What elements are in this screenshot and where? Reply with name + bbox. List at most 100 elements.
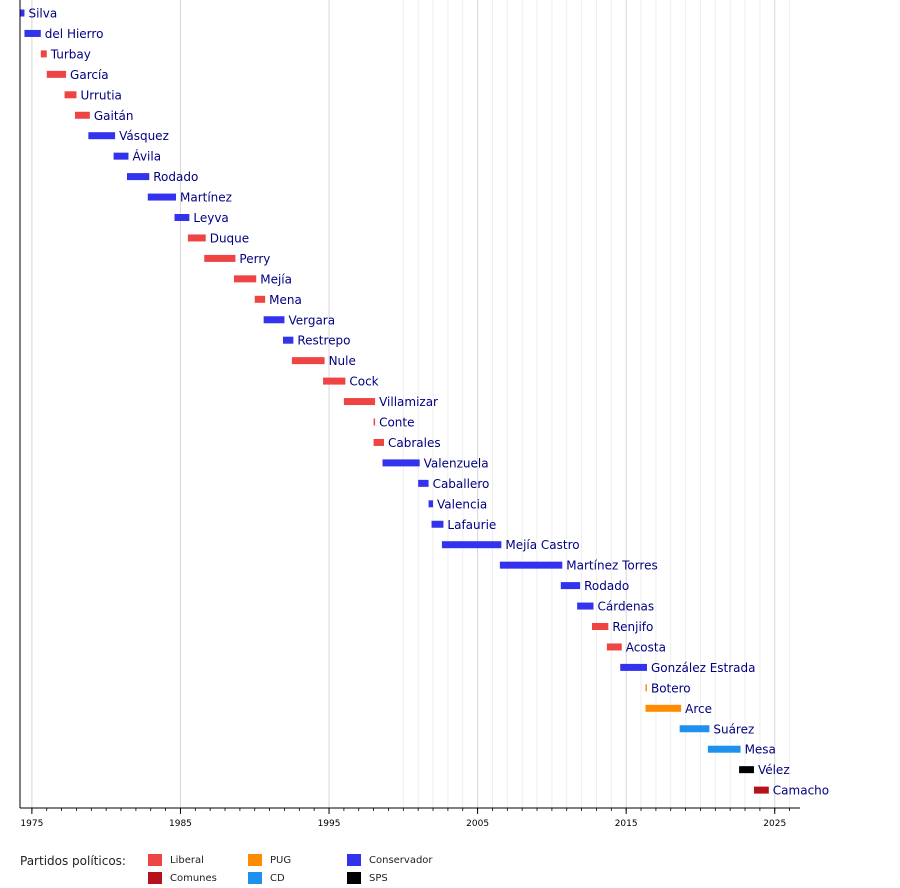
bar bbox=[560, 582, 581, 590]
bar bbox=[679, 725, 710, 733]
bar-label: Martínez bbox=[180, 191, 232, 205]
bar-label: Duque bbox=[210, 231, 249, 245]
bar bbox=[187, 234, 206, 242]
bar-label: Renjifo bbox=[612, 620, 653, 634]
legend-swatch bbox=[148, 872, 162, 884]
bar-label: Nule bbox=[329, 354, 356, 368]
bar-label: Turbay bbox=[50, 47, 91, 61]
bar bbox=[373, 438, 384, 446]
bar-label: Silva bbox=[28, 7, 57, 21]
bar-label: Mejía bbox=[260, 272, 292, 286]
bar-label: Rodado bbox=[584, 579, 629, 593]
bar bbox=[282, 336, 294, 344]
bar-label: González Estrada bbox=[651, 661, 756, 675]
bar-label: Villamizar bbox=[379, 395, 438, 409]
bar bbox=[753, 786, 769, 794]
bar-label: del Hierro bbox=[45, 27, 104, 41]
bar bbox=[113, 152, 129, 160]
bar bbox=[499, 561, 563, 569]
bar bbox=[40, 50, 47, 58]
bar bbox=[263, 316, 285, 324]
axis-layer: 1975 1985 1995 2005 2015 2025 bbox=[19, 0, 800, 829]
bar-label: Restrepo bbox=[297, 334, 350, 348]
bar-label: Martínez Torres bbox=[566, 559, 657, 573]
x-tick-label: 2015 bbox=[615, 819, 638, 829]
bar-label: Valenzuela bbox=[424, 456, 489, 470]
bar bbox=[88, 132, 116, 140]
bar-label: Botero bbox=[651, 681, 691, 695]
legend-swatch bbox=[347, 854, 361, 866]
bar bbox=[606, 643, 622, 651]
bar bbox=[174, 214, 190, 221]
legend-label: Conservador bbox=[369, 855, 433, 866]
bar bbox=[645, 704, 682, 712]
bar-label: Rodado bbox=[153, 170, 198, 184]
bar bbox=[592, 623, 609, 630]
bar bbox=[147, 193, 176, 201]
bar bbox=[126, 173, 150, 181]
bar-label: Camacho bbox=[773, 784, 829, 798]
bar-label: Acosta bbox=[626, 640, 666, 654]
x-tick-label: 1975 bbox=[20, 819, 43, 829]
bar bbox=[343, 398, 376, 406]
bar-label: Vélez bbox=[758, 763, 790, 777]
legend-swatch bbox=[347, 872, 361, 884]
bar-label: García bbox=[70, 68, 109, 82]
bar-label: Conte bbox=[379, 416, 414, 430]
bar-label: Valencia bbox=[437, 497, 487, 511]
bar bbox=[233, 275, 257, 283]
legend-swatch bbox=[148, 854, 162, 866]
legend-label: SPS bbox=[369, 873, 388, 884]
grid-layer bbox=[31, 0, 791, 808]
bar bbox=[291, 357, 325, 365]
bar-label: Leyva bbox=[193, 211, 228, 225]
bar-label: Urrutia bbox=[80, 88, 121, 102]
bar-label: Suárez bbox=[713, 722, 754, 736]
bar bbox=[74, 111, 90, 119]
legend-swatch bbox=[248, 872, 262, 884]
bar bbox=[382, 459, 420, 467]
bar-label: Lafaurie bbox=[447, 518, 496, 532]
legend: Partidos políticos: Liberal Comunes PUG CD C… bbox=[20, 852, 880, 888]
bar bbox=[323, 377, 346, 385]
x-tick-label: 1995 bbox=[318, 819, 341, 829]
legend-title: Partidos políticos: bbox=[20, 854, 126, 868]
x-tick-label: 2005 bbox=[466, 819, 489, 829]
bar bbox=[24, 29, 41, 37]
bar bbox=[428, 500, 434, 508]
bar-label: Cock bbox=[349, 375, 378, 389]
bar-label: Mesa bbox=[745, 743, 776, 757]
bar bbox=[418, 479, 429, 487]
bar bbox=[739, 766, 754, 774]
bar-label: Cárdenas bbox=[597, 600, 654, 614]
bar-label: Caballero bbox=[433, 477, 490, 491]
bar bbox=[373, 418, 376, 426]
bar bbox=[441, 541, 502, 549]
bar-label: Mena bbox=[269, 293, 302, 307]
x-tick-label: 1985 bbox=[169, 819, 192, 829]
bar bbox=[620, 663, 647, 671]
bar-label: Vásquez bbox=[119, 129, 169, 143]
bar bbox=[64, 91, 77, 99]
bar-label: Vergara bbox=[288, 313, 335, 327]
bar-label: Perry bbox=[239, 252, 270, 266]
legend-label: CD bbox=[270, 873, 285, 884]
bar bbox=[254, 295, 266, 303]
bar bbox=[577, 602, 594, 610]
bar-label: Arce bbox=[685, 702, 712, 716]
bar bbox=[431, 520, 444, 528]
bar bbox=[645, 684, 647, 692]
bar-label: Cabrales bbox=[388, 436, 441, 450]
bar bbox=[20, 9, 25, 17]
bar-label: Gaitán bbox=[94, 109, 134, 123]
bar-label: Mejía Castro bbox=[505, 538, 579, 552]
legend-label: Liberal bbox=[170, 855, 204, 866]
timeline-chart: Silva del Hierro Turbay García Urrutia Gaitán… bbox=[19, 0, 829, 829]
x-tick-label: 2025 bbox=[763, 819, 786, 829]
legend-label: PUG bbox=[270, 855, 292, 866]
legend-label: Comunes bbox=[170, 873, 217, 884]
bar bbox=[46, 70, 67, 78]
bar-label: Ávila bbox=[132, 149, 161, 164]
bar bbox=[204, 254, 236, 262]
bars-layer: Silva del Hierro Turbay García Urrutia Gaitán… bbox=[20, 7, 829, 798]
